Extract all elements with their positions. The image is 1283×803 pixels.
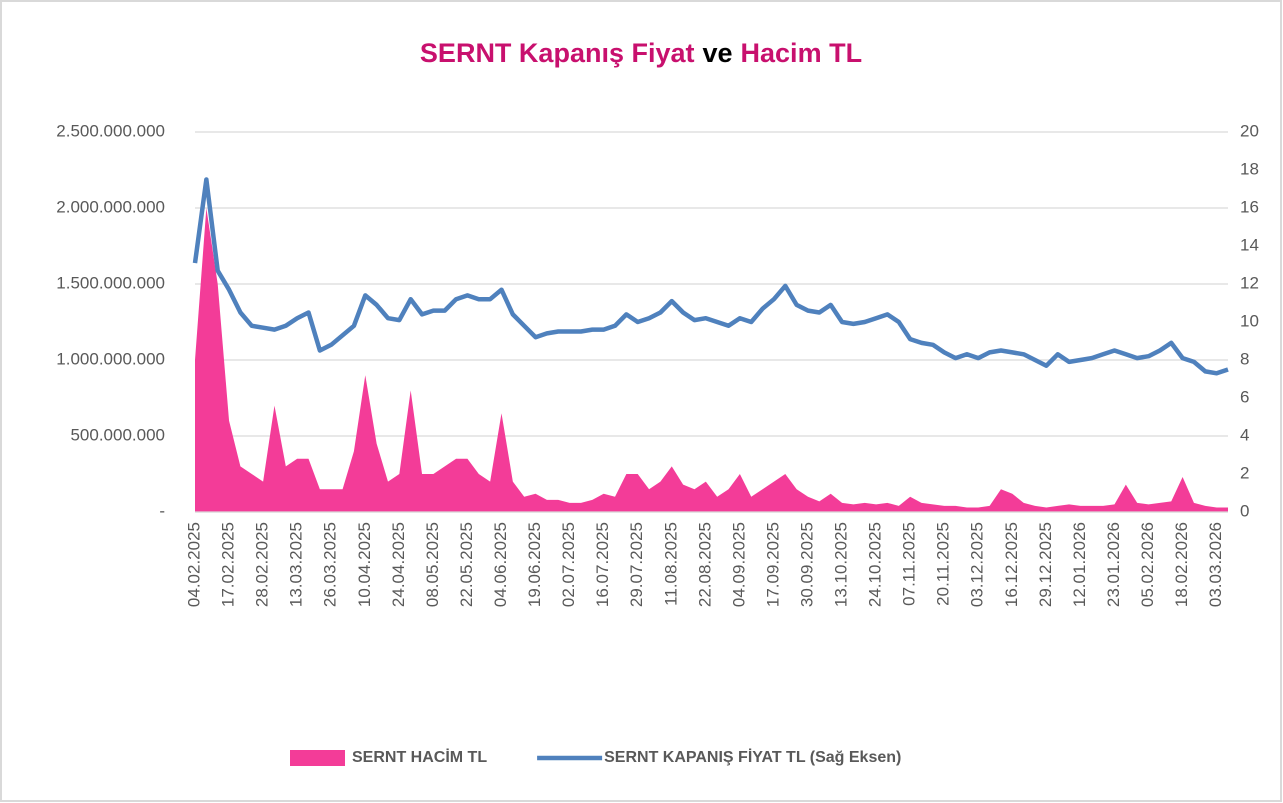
- x-tick-label: 03.03.2026: [1206, 522, 1225, 607]
- x-tick-label: 22.05.2025: [457, 522, 476, 607]
- y-tick-label: -: [159, 501, 165, 520]
- y2-tick-label: 10: [1240, 311, 1259, 330]
- y-tick-label: 2.000.000.000: [56, 197, 165, 216]
- chart-title: SERNT Kapanış Fiyat ve Hacim TL: [420, 38, 862, 68]
- x-tick-label: 26.03.2025: [321, 522, 340, 607]
- x-tick-label: 23.01.2026: [1104, 522, 1123, 607]
- y2-tick-label: 8: [1240, 349, 1249, 368]
- y2-tick-label: 0: [1240, 501, 1249, 520]
- y-tick-label: 2.500.000.000: [56, 121, 165, 140]
- price-line: [192, 177, 1229, 376]
- x-tick-label: 17.09.2025: [763, 522, 782, 607]
- x-tick-label: 29.07.2025: [627, 522, 646, 607]
- volume-area: [195, 208, 1228, 512]
- y2-tick-label: 6: [1240, 387, 1249, 406]
- x-tick-label: 04.02.2025: [184, 522, 203, 607]
- x-tick-label: 22.08.2025: [695, 522, 714, 607]
- x-tick-label: 02.07.2025: [559, 522, 578, 607]
- y2-tick-label: 14: [1240, 235, 1259, 254]
- legend-label: SERNT KAPANIŞ FİYAT TL (Sağ Eksen): [604, 748, 901, 766]
- x-tick-label: 03.12.2025: [968, 522, 987, 607]
- y-tick-label: 1.000.000.000: [56, 349, 165, 368]
- x-tick-label: 30.09.2025: [797, 522, 816, 607]
- y2-tick-label: 4: [1240, 425, 1249, 444]
- x-tick-label: 24.10.2025: [866, 522, 885, 607]
- y-tick-label: 500.000.000: [70, 425, 165, 444]
- x-tick-label: 13.03.2025: [287, 522, 306, 607]
- x-tick-label: 10.04.2025: [355, 522, 374, 607]
- x-tick-label: 18.02.2026: [1172, 522, 1191, 607]
- x-tick-label: 07.11.2025: [900, 522, 919, 606]
- x-tick-label: 08.05.2025: [423, 522, 442, 607]
- legend-swatch: [290, 750, 345, 766]
- x-tick-label: 12.01.2026: [1070, 522, 1089, 607]
- y2-tick-label: 18: [1240, 159, 1259, 178]
- x-tick-label: 28.02.2025: [253, 522, 272, 607]
- legend-label: SERNT HACİM TL: [352, 748, 487, 766]
- title-part: Hacim TL: [741, 38, 863, 68]
- y2-tick-label: 20: [1240, 121, 1259, 140]
- x-tick-label: 19.06.2025: [525, 522, 544, 607]
- y-tick-label: 1.500.000.000: [56, 273, 165, 292]
- x-tick-label: 04.06.2025: [491, 522, 510, 607]
- x-tick-label: 04.09.2025: [729, 522, 748, 607]
- x-tick-label: 05.02.2026: [1138, 522, 1157, 607]
- x-tick-label: 20.11.2025: [934, 522, 953, 606]
- x-tick-label: 16.07.2025: [593, 522, 612, 607]
- title-part: SERNT Kapanış Fiyat: [420, 38, 695, 68]
- title-part: ve: [702, 38, 732, 68]
- x-tick-label: 17.02.2025: [219, 522, 238, 607]
- y2-tick-label: 12: [1240, 273, 1259, 292]
- x-tick-label: 29.12.2025: [1036, 522, 1055, 607]
- x-tick-label: 11.08.2025: [661, 522, 680, 606]
- y2-tick-label: 16: [1240, 197, 1259, 216]
- x-tick-label: 13.10.2025: [832, 522, 851, 607]
- y2-tick-label: 2: [1240, 463, 1249, 482]
- x-tick-label: 24.04.2025: [389, 522, 408, 607]
- x-tick-label: 16.12.2025: [1002, 522, 1021, 607]
